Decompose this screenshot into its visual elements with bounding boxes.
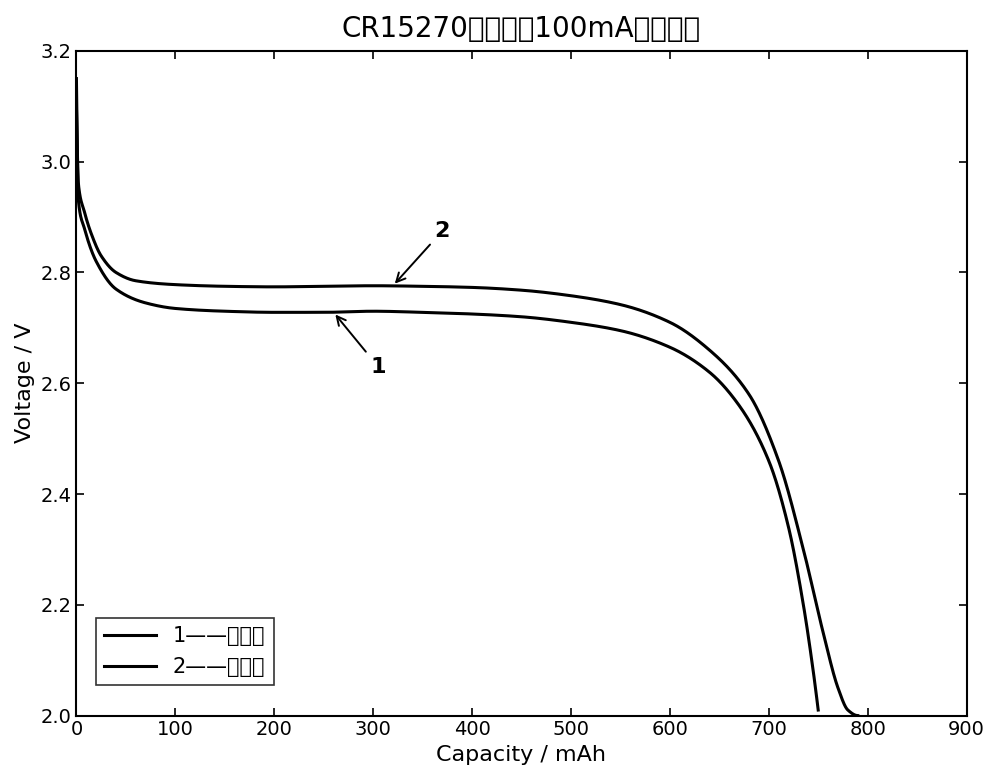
Text: 1: 1 [337, 316, 386, 377]
Title: CR15270新电常温100mA放电对比: CR15270新电常温100mA放电对比 [342, 15, 701, 43]
Text: 2: 2 [396, 221, 450, 282]
X-axis label: Capacity / mAh: Capacity / mAh [436, 745, 606, 765]
Y-axis label: Voltage / V: Voltage / V [15, 323, 35, 444]
Legend: 1——空白组, 2——实验组: 1——空白组, 2——实验组 [96, 618, 274, 685]
